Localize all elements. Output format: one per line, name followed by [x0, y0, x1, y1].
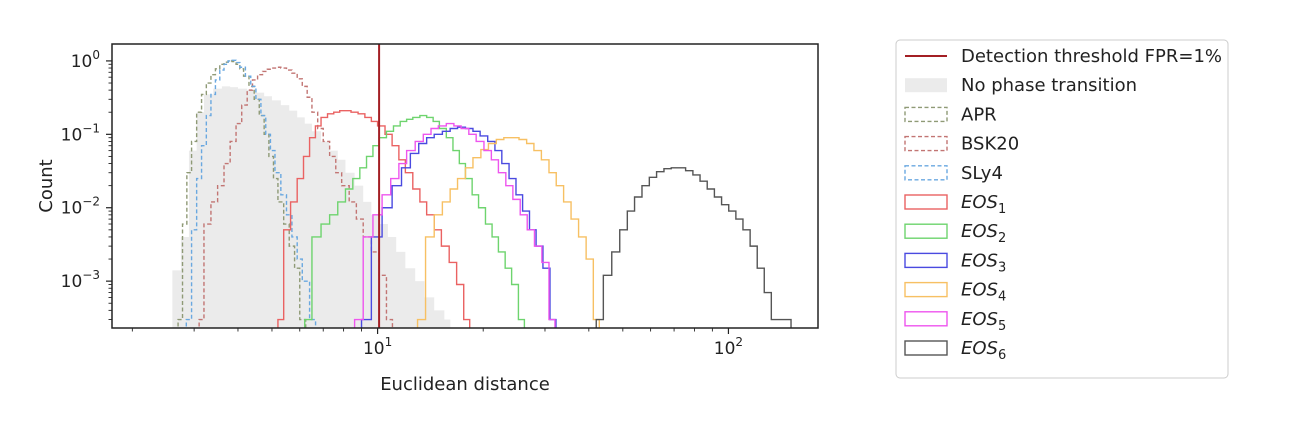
legend-sly4: SLy4 — [904, 163, 1003, 184]
legend-no-phase-transition: No phase transition — [905, 75, 1137, 96]
series-eos-6-histogram — [595, 167, 792, 328]
legend-label: EOS4 — [961, 280, 1006, 305]
series-bsk20-histogram — [198, 66, 394, 328]
legend-swatch — [904, 106, 948, 123]
legend-threshold: Detection threshold FPR=1% — [905, 46, 1222, 67]
series-eos-1 — [277, 109, 471, 328]
legend-apr: APR — [904, 104, 997, 125]
legend-frame — [895, 39, 1229, 379]
legend-label: SLy4 — [961, 163, 1003, 184]
y-axis: 10−3 10−2 10−1 100 — [61, 48, 112, 320]
series-eos-5-histogram — [353, 122, 556, 328]
series-eos-2-histogram — [304, 114, 526, 328]
legend-label: BSK20 — [961, 134, 1019, 155]
x-tick-label: 102 — [714, 335, 743, 359]
legend-label: EOS1 — [961, 192, 1006, 217]
legend-swatch — [904, 135, 948, 152]
legend-label: EOS6 — [961, 338, 1006, 363]
series-apr-histogram — [177, 60, 307, 328]
legend-swatch — [904, 223, 948, 239]
series-eos-4 — [416, 136, 600, 328]
legend-swatch — [904, 311, 948, 327]
y-tick-label: 10−2 — [61, 195, 100, 219]
legend-label: No phase transition — [961, 75, 1137, 96]
series-no-phase-transition-histogram — [172, 86, 451, 328]
legend-bsk20: BSK20 — [904, 134, 1019, 155]
legend: Detection threshold FPR=1% No phase trans… — [895, 39, 1229, 379]
y-tick-label: 100 — [71, 48, 100, 72]
legend-eos-5: EOS5 — [904, 309, 1006, 334]
legend-items: Detection threshold FPR=1% No phase trans… — [904, 46, 1222, 363]
legend-swatch — [904, 165, 948, 181]
legend-eos-1: EOS1 — [904, 192, 1006, 217]
legend-label: EOS2 — [961, 221, 1006, 246]
series-sly4 — [185, 59, 317, 328]
legend-eos-2: EOS2 — [904, 221, 1006, 246]
legend-eos-6: EOS6 — [904, 338, 1006, 363]
x-axis: 101 102 — [131, 328, 743, 359]
series-layer — [172, 59, 792, 328]
series-eos-4-histogram — [416, 136, 600, 328]
legend-eos-3: EOS3 — [904, 250, 1006, 275]
y-tick-label: 10−3 — [61, 268, 100, 292]
legend-eos-4: EOS4 — [904, 280, 1006, 305]
series-eos-1-histogram — [277, 109, 471, 328]
series-apr — [177, 60, 307, 328]
legend-swatch — [904, 194, 948, 210]
series-eos-2 — [304, 114, 526, 328]
x-axis-label: Euclidean distance — [380, 374, 550, 395]
legend-swatch — [905, 78, 947, 93]
series-bsk20 — [198, 66, 394, 328]
legend-swatch — [904, 252, 948, 269]
legend-label: Detection threshold FPR=1% — [961, 46, 1222, 67]
plot-area: 101 102 10−3 10−2 10−1 100 — [61, 43, 819, 359]
legend-label: EOS5 — [961, 309, 1006, 334]
x-tick-label: 101 — [363, 335, 392, 359]
legend-label: EOS3 — [961, 250, 1006, 275]
y-axis-label: Count — [36, 159, 57, 212]
legend-swatch — [904, 281, 948, 298]
y-tick-label: 10−1 — [61, 121, 100, 145]
series-eos-6 — [595, 167, 792, 328]
series-no-phase-transition — [172, 86, 451, 328]
legend-swatch — [904, 340, 948, 356]
series-eos-5 — [353, 122, 556, 328]
series-sly4-histogram — [185, 59, 317, 328]
legend-label: APR — [961, 104, 997, 125]
